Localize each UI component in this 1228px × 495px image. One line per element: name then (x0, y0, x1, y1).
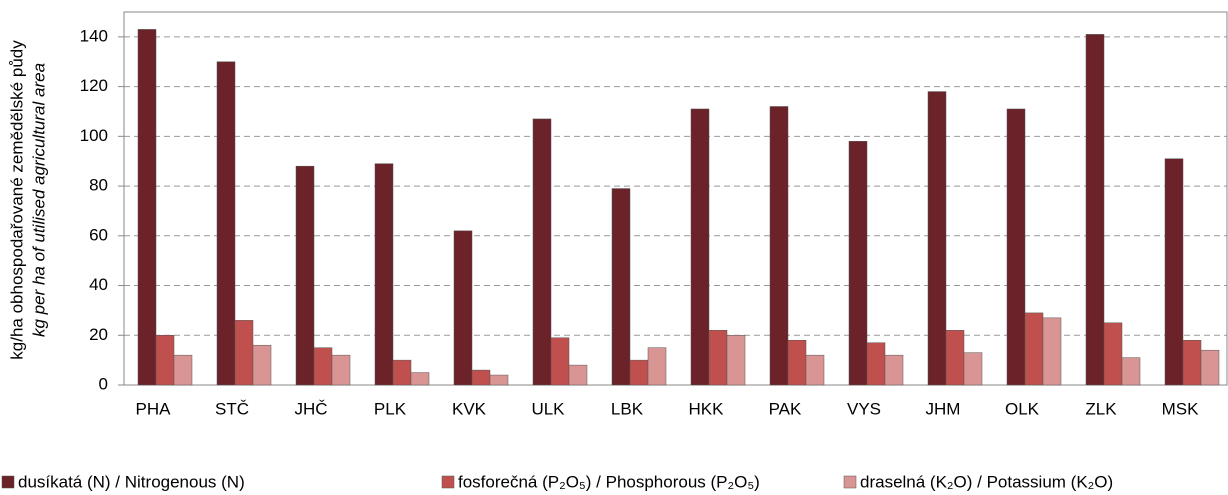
y-tick-label: 120 (80, 76, 108, 95)
x-tick-label: ULK (531, 399, 565, 418)
y-tick-label: 20 (89, 325, 108, 344)
bar (1103, 322, 1123, 386)
bar (1024, 312, 1044, 386)
bar (611, 188, 631, 386)
bar (568, 364, 588, 386)
legend-label: draselná (K₂O) / Potassium (K₂O) (860, 472, 1113, 491)
bar (769, 106, 789, 386)
bar (216, 61, 236, 386)
x-tick-label: HKK (689, 399, 725, 418)
bar (787, 339, 807, 386)
bar (866, 342, 886, 386)
bar (963, 352, 983, 386)
bar (884, 354, 904, 386)
bar (629, 359, 649, 386)
bar (173, 354, 193, 386)
legend-swatch (843, 475, 857, 489)
x-tick-label: PAK (769, 399, 802, 418)
y-tick-label: 140 (80, 26, 108, 45)
bar (1121, 357, 1141, 386)
legend-swatch (441, 475, 455, 489)
plot-border (123, 11, 1228, 386)
y-axis-label: kg per ha of utilised agricultural area (29, 63, 48, 337)
bar (392, 359, 412, 386)
legend-swatch (1, 475, 15, 489)
x-tick-label: MSK (1162, 399, 1200, 418)
x-tick-label: KVK (452, 399, 487, 418)
bar (471, 369, 491, 386)
bar (945, 330, 965, 386)
bar (374, 163, 394, 386)
bar (252, 344, 272, 386)
x-tick-label: STČ (215, 399, 249, 418)
x-tick-label: JHM (926, 399, 961, 418)
y-axis-label: kg/ha obhospodařované zemědělské půdy (7, 40, 26, 360)
bar (848, 141, 868, 386)
bar (313, 347, 333, 386)
bar (1085, 34, 1105, 386)
y-tick-label: 0 (99, 374, 108, 393)
bar (927, 91, 947, 386)
x-tick-label: JHČ (294, 399, 327, 418)
bar (1164, 158, 1184, 386)
x-tick-label: OLK (1005, 399, 1040, 418)
bar (690, 108, 710, 386)
x-tick-label: VYS (847, 399, 881, 418)
y-tick-label: 60 (89, 225, 108, 244)
bar (410, 372, 430, 386)
x-tick-label: ZLK (1085, 399, 1117, 418)
y-tick-label: 100 (80, 126, 108, 145)
bar (1182, 339, 1202, 386)
bar (453, 230, 473, 386)
bar (532, 118, 552, 386)
legend-label: fosforečná (P₂O₅) / Phosphorous (P₂O₅) (458, 472, 760, 491)
x-tick-label: LBK (611, 399, 644, 418)
bar (234, 320, 254, 386)
bar (137, 29, 157, 386)
bar (295, 165, 315, 386)
bar (708, 330, 728, 386)
bar (805, 354, 825, 386)
bar (1006, 108, 1026, 386)
legend-label: dusíkatá (N) / Nitrogenous (N) (18, 472, 245, 491)
bar (550, 337, 570, 386)
bar (489, 374, 509, 386)
y-tick-label: 40 (89, 275, 108, 294)
bar (1042, 317, 1062, 386)
x-tick-label: PHA (136, 399, 172, 418)
bar (726, 335, 746, 386)
bar (155, 335, 175, 386)
bar (647, 347, 667, 386)
x-tick-label: PLK (374, 399, 407, 418)
bar (331, 354, 351, 386)
y-tick-label: 80 (89, 176, 108, 195)
bar (1200, 349, 1220, 386)
